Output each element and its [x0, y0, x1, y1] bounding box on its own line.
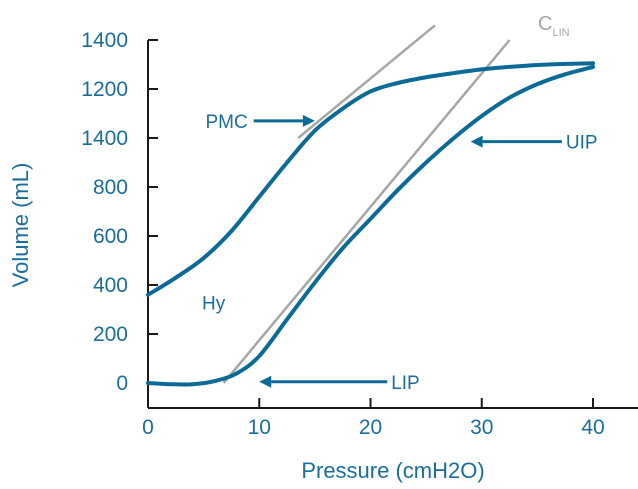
y-tick-label: 1200 [81, 78, 128, 101]
y-tick-label: 0 [116, 372, 128, 395]
x-tick-label: 40 [581, 416, 604, 439]
annotation-arrow-head [259, 375, 272, 388]
y-tick-label: 600 [93, 225, 128, 248]
annotation-arrow-head [302, 114, 315, 127]
x-tick-label: 30 [470, 416, 493, 439]
tangent-lines [222, 24, 511, 384]
series-curve-2 [146, 64, 595, 387]
annotation-label: Hy [202, 294, 226, 315]
annotation-label: UIP [566, 133, 598, 154]
y-tick-label: 400 [93, 274, 128, 297]
series [146, 61, 595, 387]
y-tick-label: 1400 [81, 29, 128, 52]
x-tick-label: 10 [248, 416, 271, 439]
y-axis-title: Volume (mL) [8, 163, 33, 288]
x-axis-title: Pressure (cmH2O) [301, 458, 484, 483]
clin-label-main: C [538, 13, 552, 35]
annotation-label: PMC [205, 112, 247, 133]
x-tick-label: 0 [142, 416, 154, 439]
tangent-line [297, 24, 436, 139]
clin-label-sub: LIN [552, 27, 569, 39]
tangent-line [222, 39, 511, 384]
annotation-label: LIP [391, 373, 420, 394]
series-curve-1 [146, 61, 595, 297]
annotations: PMC UIP LIP Hy [202, 112, 598, 394]
clin-label: CLIN [538, 13, 570, 39]
y-tick-label: 800 [93, 176, 128, 199]
annotation-arrow-head [470, 135, 483, 148]
y-tick-label: 200 [93, 323, 128, 346]
y-tick-label: 1400 [81, 127, 128, 150]
x-tick-label: 20 [359, 416, 382, 439]
axes [147, 40, 638, 409]
